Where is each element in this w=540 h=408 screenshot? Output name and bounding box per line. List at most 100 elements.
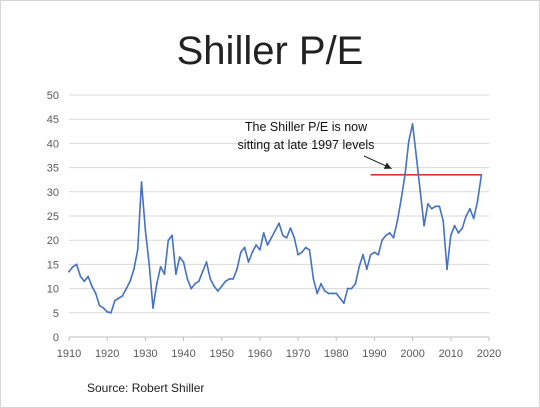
data-point [94,292,97,295]
data-point [335,292,338,295]
axis-layer: 0 5 10 15 20 25 30 35 40 45 50 1910 1920 1930 1940 1950… [47,90,501,360]
y-tick-label: 0 [53,332,59,344]
data-point [343,302,345,305]
data-point [102,307,105,309]
data-point [358,265,361,268]
data-point [480,173,483,176]
data-point [446,268,448,271]
data-point [205,261,208,263]
annotation-text-line: sitting at late 1997 levels [238,138,375,152]
data-point [167,239,170,242]
annotation-layer: The Shiller P/E is now sitting at late 19… [238,120,392,170]
data-point [136,248,139,251]
series-layer [68,123,483,314]
data-point [144,229,147,232]
data-point [194,282,196,285]
data-point [75,263,78,266]
data-point [255,244,257,246]
data-point [171,234,173,237]
data-point [155,282,158,285]
data-point [339,297,341,300]
y-tick-label: 35 [47,163,59,175]
data-point [274,229,277,232]
data-point [388,232,391,234]
data-point [278,222,280,225]
data-point [365,268,368,271]
data-point [472,217,475,220]
data-point [427,203,429,205]
data-point [133,268,135,271]
x-tick-label: 2020 [477,348,501,360]
data-point [369,253,372,256]
x-tick-label: 1910 [57,348,81,360]
data-point [228,278,231,280]
data-point [419,190,422,193]
annotation-text-line: The Shiller P/E is now [245,120,368,134]
data-point [476,200,479,203]
data-point [117,297,120,300]
data-point [163,273,166,275]
slide-title: Shiller P/E [176,29,364,73]
data-point [125,287,128,290]
data-point [469,207,471,210]
data-point [113,299,116,302]
data-point [327,292,330,295]
y-tick-label: 45 [47,114,59,126]
x-tick-label: 1970 [286,348,310,360]
data-point [79,275,82,278]
data-point [270,236,273,239]
data-point [438,205,441,208]
y-tick-label: 30 [47,187,59,199]
y-tick-label: 50 [47,90,59,102]
data-point [323,290,326,292]
series-line [68,123,483,314]
x-tick-label: 2010 [439,348,463,360]
data-point [396,219,399,222]
data-point [190,287,193,290]
data-point [266,244,269,246]
x-tick-label: 1950 [209,348,233,360]
data-point [129,280,131,283]
y-tick-label: 20 [47,235,59,247]
data-point [297,253,299,256]
data-point [293,236,296,239]
source-note: Source: Robert Shiller [87,381,205,395]
data-point [449,234,452,237]
data-point [236,268,238,271]
data-point [68,270,70,273]
data-point [201,270,204,273]
data-point [362,253,364,256]
data-point [217,290,219,292]
data-point [373,251,376,254]
x-tick-label: 1940 [171,348,195,360]
data-point [430,207,433,210]
data-point [175,273,177,275]
data-point [423,224,425,227]
data-point [232,278,235,280]
data-point [148,263,151,266]
data-point [209,278,212,280]
y-tick-label: 5 [53,308,59,320]
data-point [415,157,418,159]
x-tick-label: 1960 [248,348,272,360]
data-point [259,248,261,251]
data-point [121,294,124,297]
data-point [404,173,406,176]
data-point [350,287,353,290]
data-point [281,234,284,237]
data-point [247,261,250,263]
y-tick-label: 10 [47,284,59,296]
data-point [182,261,185,263]
data-point [453,224,456,227]
data-point [461,227,464,230]
y-tick-label: 40 [47,138,59,150]
data-point [434,205,437,208]
data-point [213,285,215,288]
data-point [251,251,254,254]
data-point [289,227,292,230]
data-point [381,239,383,242]
data-point [224,280,227,283]
x-tick-label: 2000 [400,348,424,360]
